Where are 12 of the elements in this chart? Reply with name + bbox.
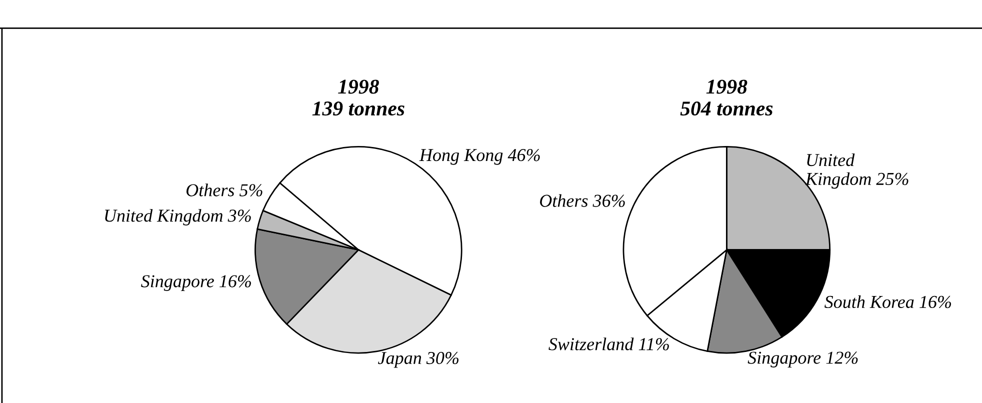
slice-label: Singapore 16% (141, 275, 251, 291)
slice-label: Japan 30% (378, 352, 458, 368)
chart-title: 1998 139 tonnes (312, 80, 404, 116)
slice-label: United Kingdom 3% (105, 209, 251, 226)
slice-label: Others 36% (540, 194, 625, 207)
slice-label: Hong Kong 46% (419, 148, 540, 165)
slice-label: Others 5% (186, 184, 262, 196)
chart-title: 1998 504 tonnes (680, 80, 773, 116)
slice-label: Singapore 12% (748, 352, 858, 368)
slice-label: United Kingdom 25% (805, 153, 908, 189)
slice-label: Switzerland 11% (548, 338, 669, 350)
slice-label: South Korea 16% (824, 295, 951, 308)
